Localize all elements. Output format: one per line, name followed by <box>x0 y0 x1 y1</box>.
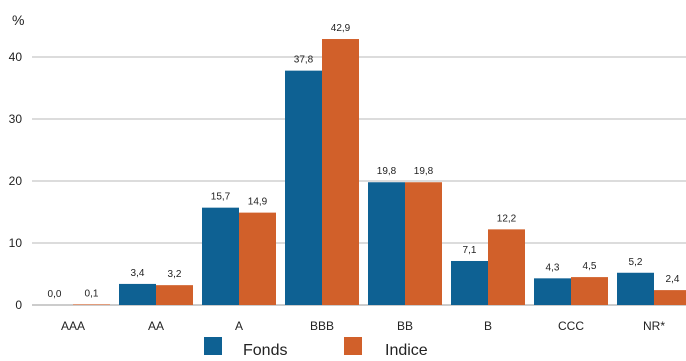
y-axis-unit-label: % <box>12 12 24 28</box>
y-tick-label: 40 <box>9 50 23 64</box>
data-labels: 0,0 3,4 15,7 37,8 19,8 7,1 4,3 5,2 0,1 3,2 14,9 42,… <box>48 23 680 300</box>
data-label: 19,8 <box>377 166 397 177</box>
y-tick-label: 20 <box>9 174 23 188</box>
bar-indice-bbb <box>322 39 359 306</box>
y-tick-label: 10 <box>9 236 23 250</box>
x-category-label: BBB <box>310 319 334 333</box>
x-axis-categories: AAA AA A BBB BB B CCC NR* <box>61 319 665 333</box>
x-category-label: AAA <box>61 319 85 333</box>
bar-fonds-bbb <box>285 70 322 305</box>
legend: Fonds Indice <box>204 337 428 359</box>
data-label: 3,4 <box>131 268 145 279</box>
data-label: 0,1 <box>85 288 99 299</box>
data-label: 2,4 <box>666 274 680 285</box>
y-axis-ticks: 0 10 20 30 40 <box>9 50 23 312</box>
bar-indice-a <box>239 212 276 305</box>
bar-indice-ccc <box>571 277 608 305</box>
legend-label-fonds: Fonds <box>243 342 287 356</box>
bar-fonds-a <box>202 207 239 305</box>
data-label: 0,0 <box>48 289 62 300</box>
legend-swatch-indice <box>344 337 362 355</box>
x-category-label: A <box>235 319 243 333</box>
bar-indice-aa <box>156 285 193 305</box>
legend-swatch-fonds <box>204 337 222 355</box>
bar-fonds-b <box>451 260 488 305</box>
bar-fonds-aa <box>119 283 156 305</box>
legend-label-indice: Indice <box>385 342 428 356</box>
data-label: 4,5 <box>583 261 597 272</box>
data-label: 42,9 <box>331 23 351 34</box>
bar-fonds-bb <box>368 182 405 305</box>
bar-indice-nr* <box>654 290 686 305</box>
data-label: 3,2 <box>168 269 182 280</box>
data-label: 7,1 <box>463 245 477 256</box>
bar-indice-bb <box>405 182 442 305</box>
x-category-label: CCC <box>558 319 584 333</box>
bar-indice-b <box>488 229 525 305</box>
data-label: 4,3 <box>546 262 560 273</box>
bars <box>73 39 686 306</box>
y-tick-label: 0 <box>15 298 22 312</box>
data-label: 37,8 <box>294 55 314 66</box>
bar-fonds-nr* <box>617 272 654 305</box>
data-label: 15,7 <box>211 192 231 203</box>
data-label: 19,8 <box>414 166 434 177</box>
bar-indice-aaa <box>73 304 110 305</box>
data-label: 12,2 <box>497 213 517 224</box>
x-category-label: NR* <box>643 319 665 333</box>
data-label: 5,2 <box>629 257 643 268</box>
y-tick-label: 30 <box>9 112 23 126</box>
x-category-label: B <box>484 319 492 333</box>
bar-fonds-ccc <box>534 278 571 305</box>
x-category-label: AA <box>148 319 164 333</box>
data-label: 14,9 <box>248 197 268 208</box>
x-category-label: BB <box>397 319 413 333</box>
